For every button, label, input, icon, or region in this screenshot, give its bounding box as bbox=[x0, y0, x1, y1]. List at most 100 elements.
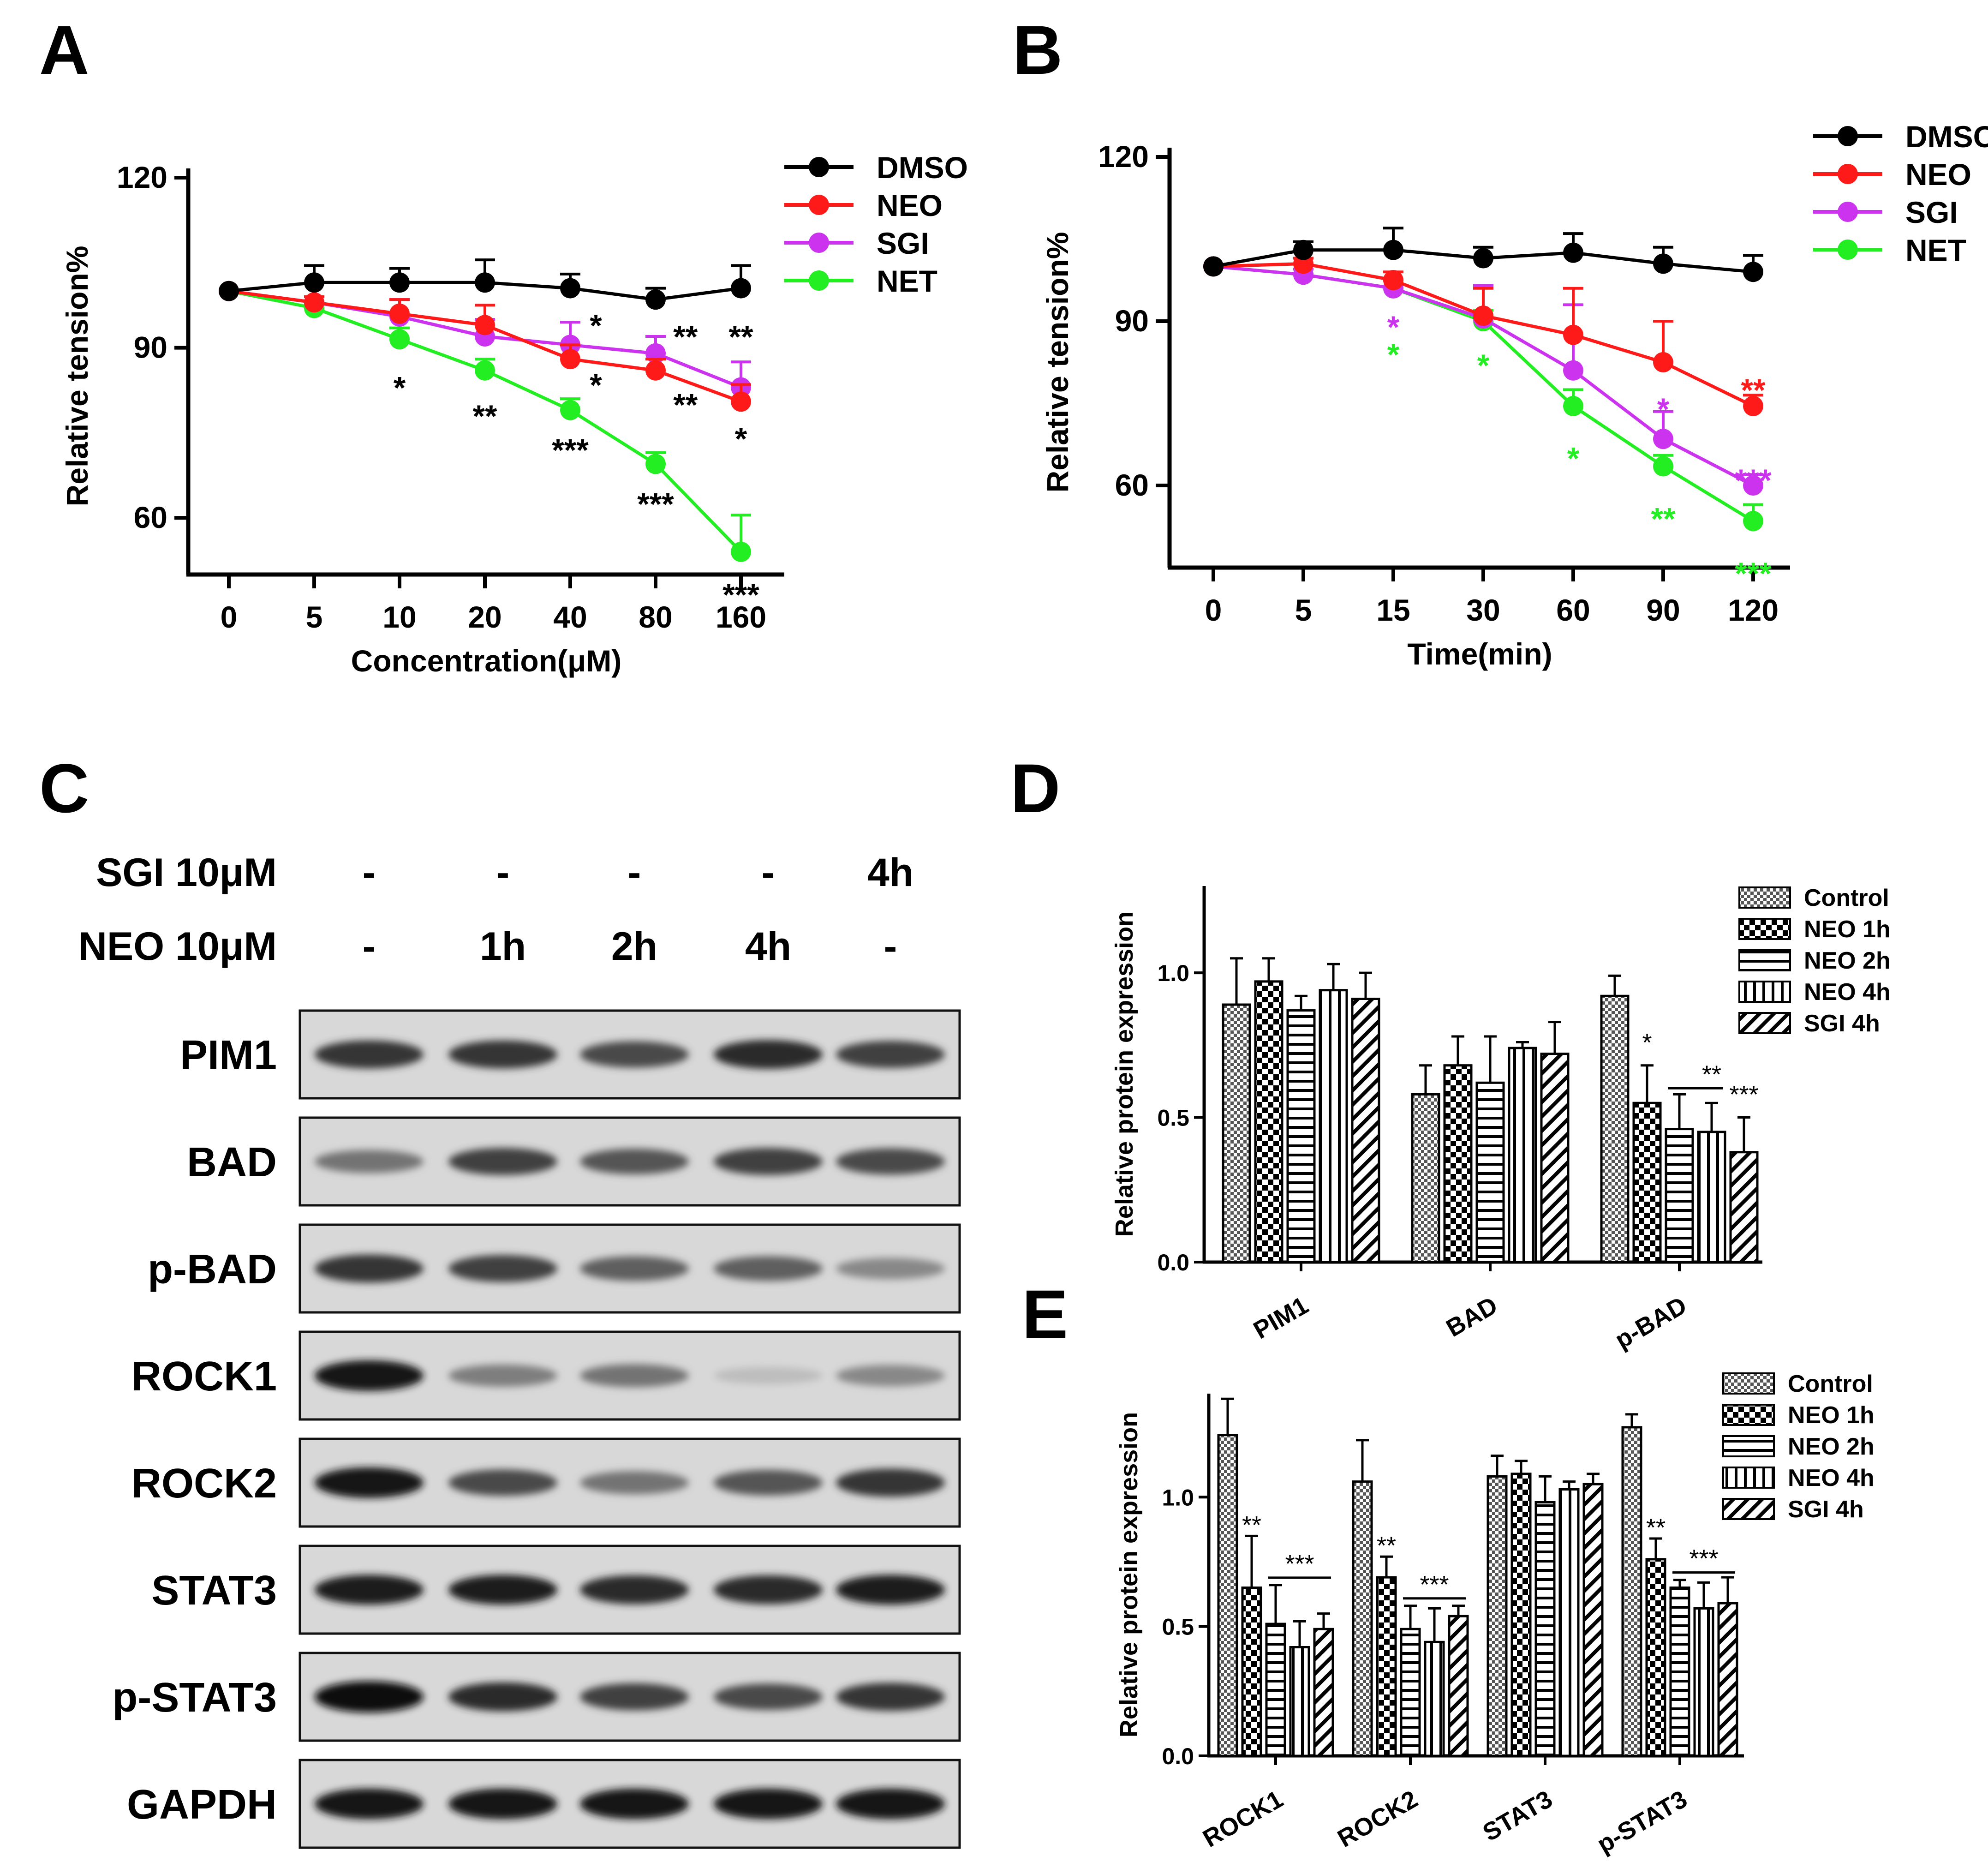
significance-label: * bbox=[1642, 1029, 1652, 1056]
data-point-neo bbox=[1563, 324, 1583, 345]
bar bbox=[1254, 980, 1284, 1263]
significance-label: *** bbox=[1735, 556, 1772, 591]
bar bbox=[1534, 1501, 1556, 1757]
significance-label: * bbox=[1387, 310, 1400, 345]
y-axis-label: Relative protein expression bbox=[1110, 911, 1138, 1237]
x-tick-label: 15 bbox=[1376, 593, 1410, 627]
x-axis-label: Concentration(μM) bbox=[351, 644, 622, 678]
bar bbox=[1600, 994, 1630, 1263]
treatment-label: SGI 10μM bbox=[96, 850, 277, 895]
blot-row-label: PIM1 bbox=[180, 1032, 277, 1078]
x-tick-label: 40 bbox=[553, 600, 587, 634]
bar bbox=[1665, 1128, 1694, 1263]
protein-band bbox=[714, 1683, 823, 1710]
protein-band bbox=[580, 1788, 689, 1820]
protein-band bbox=[714, 1040, 823, 1069]
legend-label: Control bbox=[1788, 1371, 1873, 1397]
significance-label: * bbox=[394, 370, 406, 405]
data-point-neo bbox=[731, 391, 751, 412]
legend-marker bbox=[809, 233, 829, 253]
data-point-net bbox=[1743, 511, 1763, 532]
x-tick-label: 10 bbox=[382, 600, 416, 634]
legend-label: NEO 2h bbox=[1804, 947, 1891, 974]
significance-label: ** bbox=[1651, 501, 1676, 536]
legend-swatch bbox=[1722, 1435, 1775, 1457]
legend-swatch bbox=[1738, 949, 1791, 971]
legend-marker bbox=[1838, 239, 1858, 260]
x-tick-label: 120 bbox=[1728, 593, 1779, 627]
bar bbox=[1411, 1093, 1440, 1263]
protein-band bbox=[315, 1040, 424, 1069]
data-point-net bbox=[731, 541, 751, 562]
data-point-net bbox=[389, 329, 410, 350]
bar bbox=[1632, 1102, 1662, 1263]
legend-marker bbox=[809, 157, 829, 177]
data-point-dmso bbox=[389, 272, 410, 293]
y-tick-label: 60 bbox=[1115, 468, 1149, 502]
legend-label: SGI 4h bbox=[1788, 1496, 1864, 1523]
bar bbox=[1582, 1483, 1604, 1757]
protein-band bbox=[714, 1148, 823, 1175]
protein-band bbox=[714, 1575, 823, 1605]
panel-label-b: B bbox=[1013, 11, 1063, 89]
data-point-dmso bbox=[1653, 253, 1673, 274]
protein-band bbox=[580, 1041, 689, 1068]
data-point-net bbox=[1563, 395, 1583, 416]
bar bbox=[1265, 1623, 1286, 1757]
bar bbox=[1645, 1558, 1666, 1757]
y-tick-label: 120 bbox=[1098, 139, 1149, 174]
protein-band bbox=[836, 1365, 945, 1387]
data-point-net bbox=[475, 360, 495, 381]
legend-label: NEO 1h bbox=[1788, 1402, 1875, 1429]
x-tick-label: ROCK2 bbox=[1333, 1785, 1422, 1852]
data-point-sgi bbox=[1743, 475, 1763, 496]
data-point-net bbox=[560, 400, 580, 420]
data-point-neo bbox=[645, 360, 666, 381]
x-axis-label: Time(min) bbox=[1407, 637, 1552, 671]
x-tick-label: p-STAT3 bbox=[1593, 1785, 1692, 1858]
bar-chart-e: 0.0 0.5 1.0 Relative protein expression ROCK… bbox=[1115, 1371, 1875, 1858]
bar bbox=[1352, 1480, 1373, 1757]
bar bbox=[1540, 1053, 1570, 1263]
bar bbox=[1376, 1576, 1397, 1757]
significance-label: ** bbox=[1646, 1514, 1666, 1541]
y-axis-label: Relative protein expression bbox=[1115, 1412, 1143, 1737]
treatment-value: - bbox=[762, 850, 775, 895]
y-axis-label: Relative tension% bbox=[60, 246, 94, 507]
x-tick-label: 5 bbox=[306, 600, 323, 634]
x-tick-label: 60 bbox=[1556, 593, 1590, 627]
bar bbox=[1424, 1640, 1445, 1757]
data-point-dmso bbox=[560, 278, 580, 299]
data-point-dmso bbox=[1293, 239, 1313, 260]
significance-label: *** bbox=[637, 486, 674, 521]
legend-label: NEO 4h bbox=[1788, 1465, 1875, 1491]
legend-label: SGI 4h bbox=[1804, 1010, 1880, 1037]
significance-label: * bbox=[735, 421, 747, 456]
panel-label-a: A bbox=[39, 11, 89, 89]
western-blot-c: SGI 10μM - - - - 4h NEO 10μM - 1h 2h 4h - PIM1 BAD p-B… bbox=[78, 850, 961, 1849]
y-tick-label: 90 bbox=[134, 330, 167, 365]
data-point-dmso bbox=[1743, 262, 1763, 282]
x-tick-label: 80 bbox=[639, 600, 672, 634]
bar bbox=[1400, 1628, 1421, 1757]
treatment-value: 1h bbox=[480, 924, 526, 969]
bar bbox=[1289, 1646, 1310, 1757]
protein-band bbox=[580, 1575, 689, 1605]
significance-label: ** bbox=[1741, 372, 1766, 407]
bar bbox=[1443, 1064, 1473, 1263]
protein-band bbox=[836, 1575, 945, 1605]
treatment-value: - bbox=[363, 850, 376, 895]
data-point-dmso bbox=[1563, 242, 1583, 263]
y-tick-label: 1.0 bbox=[1162, 1485, 1194, 1510]
bar bbox=[1217, 1434, 1238, 1757]
significance-label: ** bbox=[729, 319, 753, 354]
data-point-neo bbox=[1383, 270, 1403, 290]
data-point-dmso bbox=[645, 289, 666, 310]
legend-label: SGI bbox=[1905, 195, 1958, 229]
bar bbox=[1351, 998, 1380, 1263]
y-axis-label: Relative tension% bbox=[1040, 232, 1075, 493]
bar bbox=[1313, 1628, 1334, 1757]
significance-label: ** bbox=[1242, 1511, 1261, 1539]
x-tick-label: STAT3 bbox=[1478, 1785, 1557, 1846]
protein-band bbox=[836, 1041, 945, 1068]
